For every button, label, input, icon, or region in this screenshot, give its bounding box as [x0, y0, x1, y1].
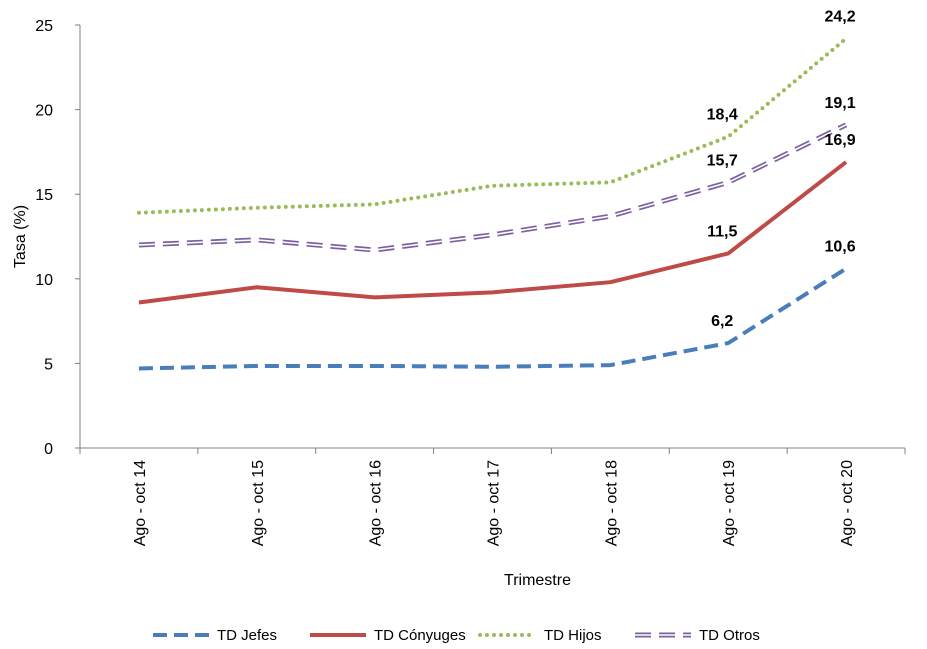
series-line-inner: [138, 124, 847, 251]
data-label: 18,4: [707, 107, 738, 124]
x-ticks: Ago - oct 14 Ago - oct 15 Ago - oct 16 Ago …: [79, 448, 906, 546]
y-tick-label: 0: [44, 441, 53, 458]
legend-item: TD Jefes: [153, 627, 277, 644]
y-axis-title: Tasa (%): [12, 205, 29, 268]
data-label: 16,9: [825, 132, 856, 149]
x-tick-label: Ago - oct 16: [368, 460, 385, 546]
x-tick-label: Ago - oct 20: [839, 460, 856, 546]
x-tick-label: Ago - oct 14: [132, 460, 149, 546]
y-ticks: 0 5 10 15 20 25: [35, 18, 80, 458]
legend-label: TD Hijos: [544, 627, 602, 644]
y-tick-label: 10: [35, 272, 53, 289]
data-label: 11,5: [707, 223, 737, 240]
y-tick-label: 5: [44, 356, 53, 373]
legend-item: TD Otros: [635, 627, 760, 644]
legend-label: TD Otros: [699, 627, 760, 644]
series-line: [138, 266, 848, 371]
data-label: 10,6: [825, 239, 856, 256]
data-label: 24,2: [825, 9, 856, 26]
x-tick-label: Ago - oct 18: [603, 460, 620, 546]
x-axis-title: Trimestre: [504, 572, 571, 589]
series-3: [138, 122, 848, 253]
series-line: [136, 36, 849, 215]
legend-item: TD Cónyuges: [310, 627, 466, 644]
x-tick-label: Ago - oct 19: [721, 460, 738, 546]
series-group: [136, 36, 849, 371]
series-2: [136, 36, 849, 215]
series-0: [138, 266, 848, 371]
x-tick-label: Ago - oct 17: [486, 460, 503, 546]
data-labels: 6,2 10,6 11,5 16,9 18,4 24,2 15,7 19,1: [707, 9, 856, 331]
data-label: 15,7: [707, 152, 738, 169]
data-label: 6,2: [711, 313, 733, 330]
legend: TD Jefes TD Cónyuges TD Hijos TD Otros: [153, 627, 760, 644]
legend-label: TD Cónyuges: [374, 627, 466, 644]
y-tick-label: 15: [35, 187, 53, 204]
series-1: [138, 160, 848, 305]
legend-item: TD Hijos: [478, 627, 602, 644]
data-label: 19,1: [825, 95, 856, 112]
series-line: [138, 160, 848, 305]
y-tick-label: 20: [35, 103, 53, 120]
y-tick-label: 25: [35, 18, 53, 35]
series-line: [138, 122, 848, 253]
legend-label: TD Jefes: [217, 627, 277, 644]
x-tick-label: Ago - oct 15: [250, 460, 267, 546]
